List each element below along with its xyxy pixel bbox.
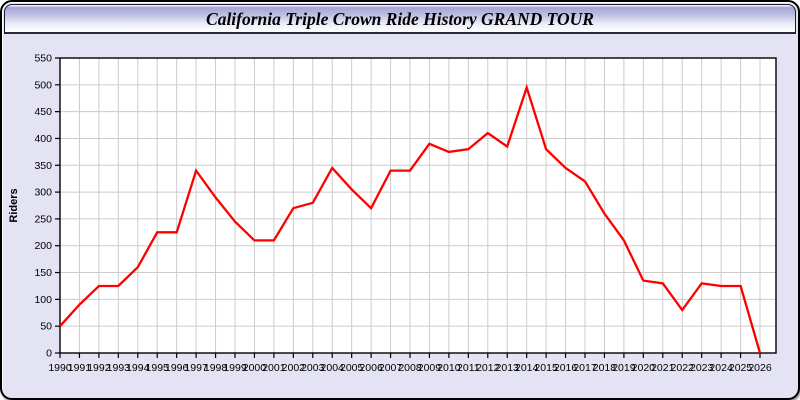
x-tick-label: 2000	[243, 362, 267, 374]
x-tick-label: 1991	[68, 362, 92, 374]
y-axis-title: Riders	[8, 188, 20, 222]
x-tick-label: 2009	[418, 362, 442, 374]
x-tick-label: 2014	[515, 362, 539, 374]
y-tick-label: 450	[34, 106, 52, 118]
y-tick-label: 500	[34, 79, 52, 91]
x-tick-label: 2022	[671, 362, 695, 374]
x-tick-label: 2024	[709, 362, 733, 374]
plot-border	[59, 57, 777, 354]
x-tick-label: 1993	[107, 362, 131, 374]
x-tick-label: 2006	[359, 362, 383, 374]
x-tick-label: 2013	[496, 362, 520, 374]
y-tick-label: 200	[34, 240, 52, 252]
riders-line-series	[59, 83, 762, 354]
y-tick-label: 400	[34, 133, 52, 145]
x-tick-label: 2015	[534, 362, 558, 374]
x-tick-label: 2011	[457, 362, 480, 374]
x-tick-label: 1997	[184, 362, 208, 374]
y-tick-label: 0	[46, 348, 52, 360]
x-tick-label: 2020	[632, 362, 656, 374]
y-tick-label: 150	[34, 267, 52, 279]
chart-area: 0 50 100 150 200 250 300 350 400 450 500 550 1990 199…	[4, 34, 796, 396]
x-tick-label: 2025	[729, 362, 753, 374]
x-tick-label: 2026	[748, 362, 772, 374]
x-tick-label: 2001	[262, 362, 286, 374]
x-tick-label: 2010	[437, 362, 461, 374]
riders-line-chart: 0501001502002503003504004505005501990199…	[8, 53, 777, 374]
y-tick-label: 250	[34, 213, 52, 225]
x-tick-label: 1998	[204, 362, 228, 374]
x-tick-label: 2016	[554, 362, 578, 374]
x-tick-label: 2002	[282, 362, 306, 374]
y-tick-label: 50	[40, 321, 52, 333]
plot-area	[60, 58, 776, 353]
x-tick-label: 2005	[340, 362, 364, 374]
y-tick-label: 100	[34, 294, 52, 306]
x-tick-label: 1995	[146, 362, 170, 374]
x-tick-label: 1992	[87, 362, 111, 374]
title-bar: California Triple Crown Ride History GRA…	[4, 4, 796, 34]
x-tick-label: 2023	[690, 362, 714, 374]
x-tick-label: 2017	[573, 362, 597, 374]
y-tick-label: 550	[34, 53, 52, 65]
x-tick-label: 1999	[223, 362, 247, 374]
x-tick-label: 2018	[593, 362, 617, 374]
x-tick-label: 2021	[651, 362, 675, 374]
y-tick-label: 300	[34, 187, 52, 199]
x-tick-label: 2012	[476, 362, 500, 374]
x-tick-label: 2019	[612, 362, 636, 374]
x-tick-label: 2004	[321, 362, 345, 374]
x-tick-label: 2007	[379, 362, 403, 374]
y-tick-label: 350	[34, 160, 52, 172]
x-tick-label: 2003	[301, 362, 325, 374]
x-tick-label: 1996	[165, 362, 189, 374]
x-tick-label: 2008	[398, 362, 422, 374]
chart-title: California Triple Crown Ride History GRA…	[206, 8, 594, 29]
x-tick-label: 1990	[48, 362, 72, 374]
x-tick-label: 1994	[126, 362, 150, 374]
